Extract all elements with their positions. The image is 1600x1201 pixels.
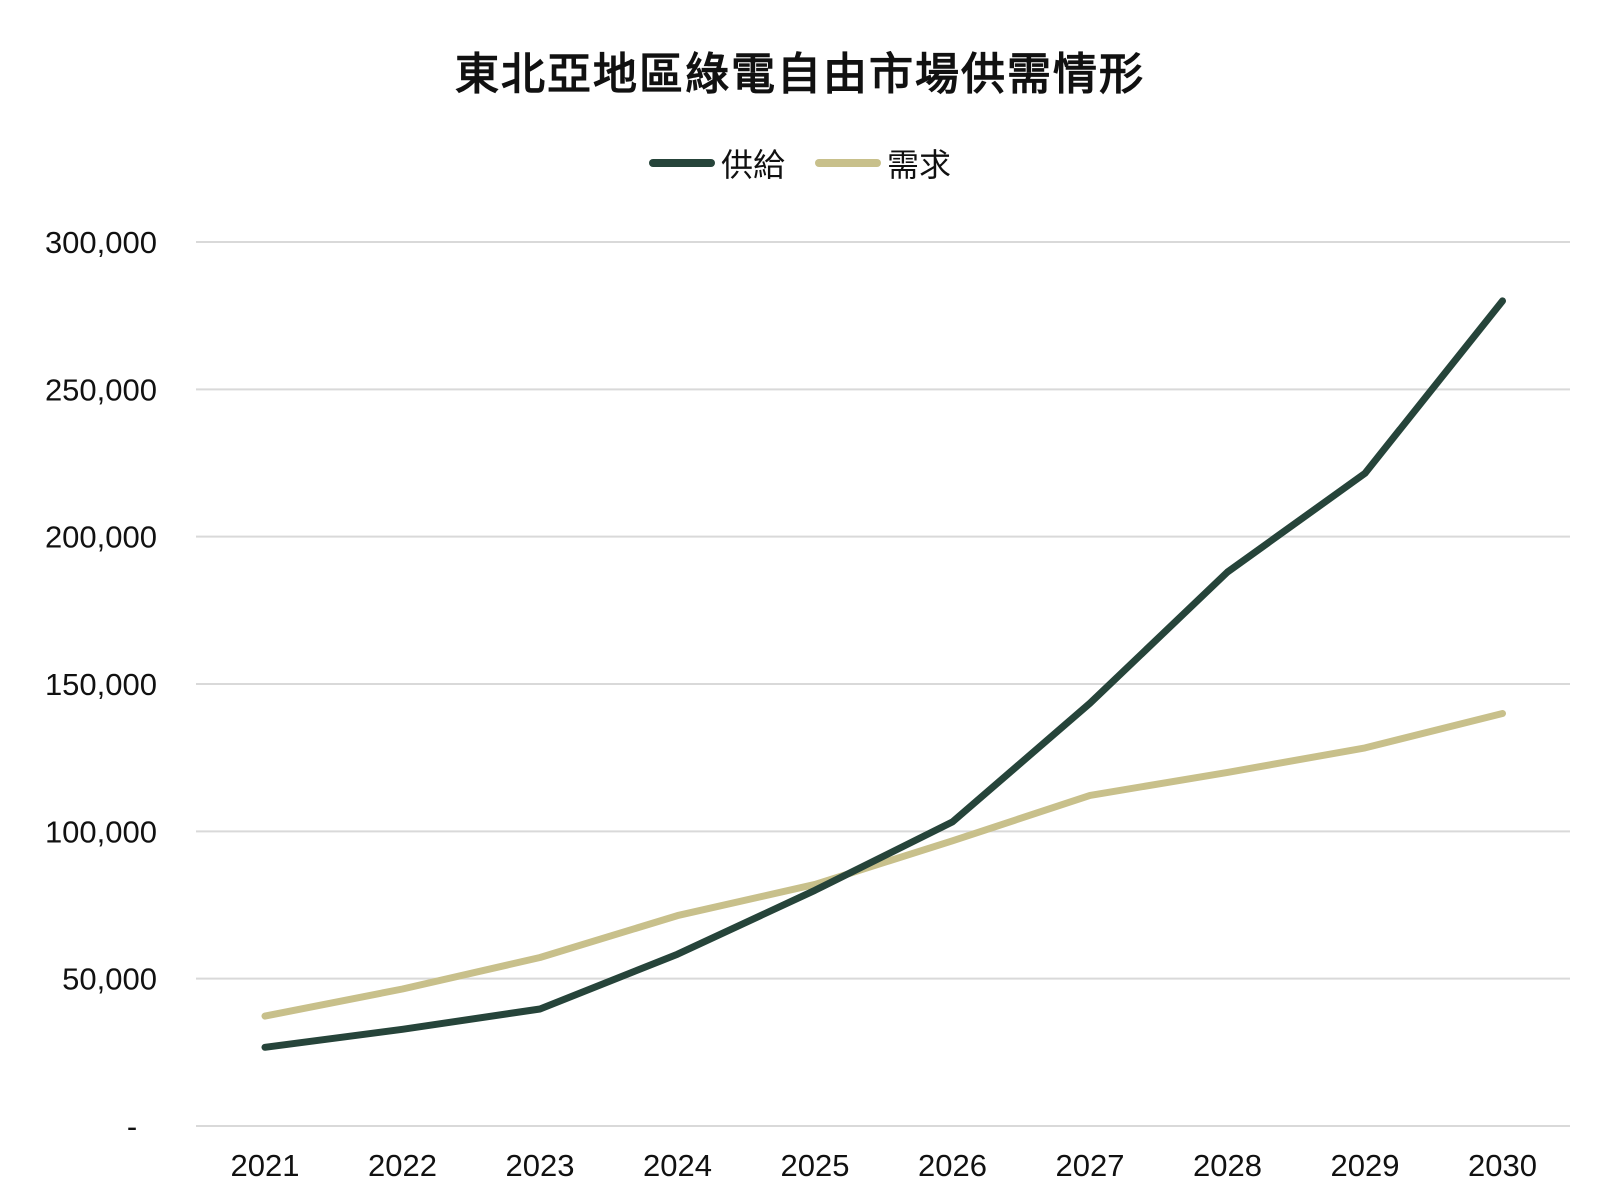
legend: 供給 需求 [0,140,1600,186]
x-tick-label: 2028 [1193,1148,1262,1183]
y-tick-label: 200,000 [45,520,157,555]
x-tick-label: 2022 [368,1148,437,1183]
legend-item-demand: 需求 [815,140,951,186]
x-axis-tick-labels: 2021 2022 2023 2024 2025 2026 2027 2028 2029 2030 [231,1148,1537,1183]
x-tick-label: 2029 [1331,1148,1400,1183]
x-tick-label: 2023 [506,1148,575,1183]
y-tick-label: 300,000 [45,225,157,260]
x-tick-label: 2030 [1468,1148,1537,1183]
x-tick-label: 2027 [1056,1148,1125,1183]
x-tick-label: 2025 [781,1148,850,1183]
y-tick-label: 100,000 [45,814,157,849]
legend-swatch-demand [815,159,881,167]
y-axis-tick-labels: - 50,000 100,000 150,000 200,000 250,000 300,0… [45,225,157,1144]
series-line-demand [261,710,1506,1020]
legend-swatch-supply [648,159,715,167]
legend-item-supply: 供給 [648,140,785,186]
x-tick-label: 2024 [643,1148,712,1183]
series-line-supply [261,297,1506,1051]
chart-title: 東北亞地區綠電自由市場供需情形 [455,49,1145,100]
series-lines [261,297,1506,1051]
legend-label-demand: 需求 [887,146,952,184]
y-tick-label: 150,000 [45,667,157,702]
legend-label-supply: 供給 [720,146,785,184]
x-tick-label: 2021 [231,1148,300,1183]
y-tick-label: - [127,1109,137,1144]
y-tick-label: 50,000 [62,962,157,997]
y-tick-label: 250,000 [45,372,157,407]
gridlines [196,241,1570,1127]
x-tick-label: 2026 [918,1148,987,1183]
